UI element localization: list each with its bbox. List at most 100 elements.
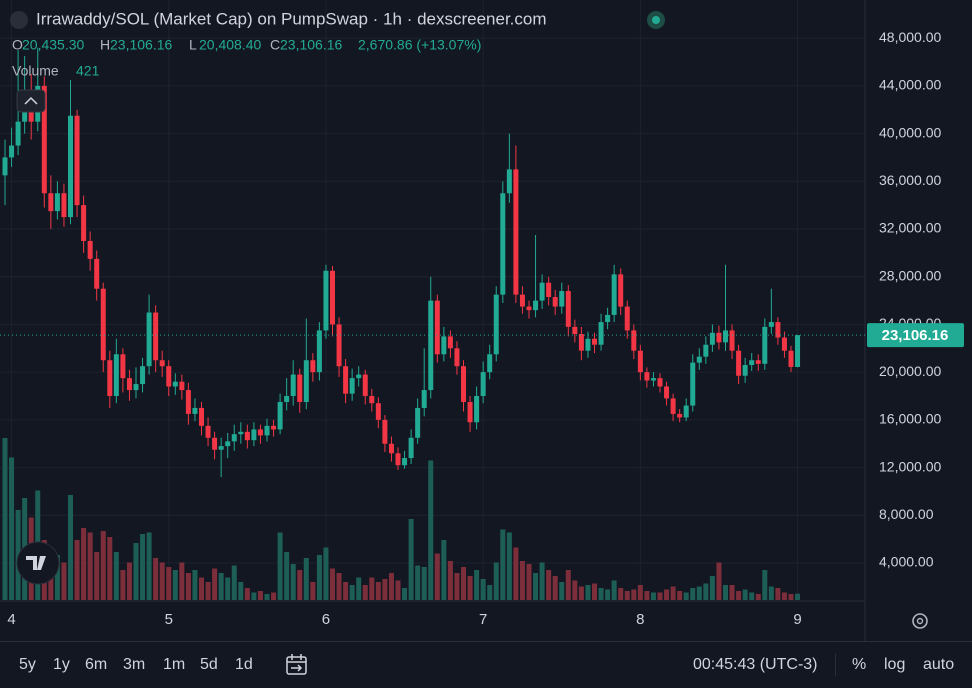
candle-body: [696, 356, 702, 363]
volume-bar: [434, 553, 440, 600]
candle-body: [736, 350, 742, 376]
candle-body: [264, 425, 270, 436]
candle-body: [218, 446, 224, 450]
range-button[interactable]: 3m: [123, 656, 146, 673]
candle-body: [87, 240, 93, 259]
volume-bar: [356, 577, 362, 600]
volume-bar: [408, 519, 414, 600]
volume-bar: [316, 555, 322, 600]
candle-body: [330, 270, 335, 325]
candle-body: [434, 300, 440, 355]
ohlc-value: 20,435.30: [22, 37, 84, 53]
range-button[interactable]: 1y: [53, 656, 70, 673]
candle-body: [742, 365, 748, 376]
candle-body: [231, 434, 237, 442]
candle-body: [552, 297, 558, 307]
candle-body: [277, 401, 283, 430]
volume-bar: [120, 570, 126, 600]
candle-body: [153, 312, 159, 361]
candle-body: [133, 384, 139, 391]
volume-bar: [723, 585, 728, 600]
candle-body: [637, 350, 643, 373]
volume-bar: [624, 591, 630, 600]
range-button[interactable]: 1d: [235, 656, 253, 673]
volume-bar: [428, 460, 434, 600]
volume-bar: [166, 567, 172, 600]
candle-body: [199, 407, 204, 426]
scale-button[interactable]: %: [852, 656, 867, 673]
volume-bar: [605, 589, 611, 600]
volume-bar: [670, 586, 676, 600]
candle-body: [723, 330, 728, 343]
volume-bar: [87, 532, 93, 600]
candle-body: [74, 115, 80, 206]
scale-button[interactable]: log: [884, 656, 906, 673]
volume-bar: [238, 582, 244, 600]
candles: [2, 47, 801, 478]
volume-bar: [251, 592, 257, 600]
symbol-icon: [10, 11, 28, 29]
volume-bar: [716, 562, 722, 600]
volume-bar: [68, 495, 73, 600]
ohlc-key: C: [270, 37, 280, 53]
volume-bar: [539, 562, 545, 600]
candle-body: [650, 378, 656, 381]
volume-bar: [598, 588, 604, 600]
x-tick-label: 6: [322, 611, 330, 628]
clock[interactable]: 00:45:43 (UTC-3): [693, 656, 818, 673]
scale-button[interactable]: auto: [923, 656, 955, 673]
candle-body: [683, 405, 689, 418]
candle-body: [212, 437, 218, 450]
candle-body: [572, 326, 578, 334]
candle-body: [500, 193, 506, 295]
volume-bar: [611, 580, 617, 600]
candle-body: [415, 407, 421, 438]
range-button[interactable]: 5y: [19, 656, 36, 673]
candle-body: [788, 350, 794, 367]
candle-body: [172, 381, 178, 387]
candle-body: [343, 366, 349, 394]
y-tick-label: 48,000.00: [879, 29, 941, 45]
candle-body: [349, 378, 355, 394]
logo-badge[interactable]: [16, 541, 60, 585]
volume-bar: [565, 570, 571, 600]
volume-bar: [185, 573, 191, 600]
candle-body: [539, 282, 545, 301]
candle-body: [474, 396, 480, 423]
background: [0, 0, 972, 641]
candle-body: [624, 306, 630, 331]
volume-bar: [284, 552, 290, 600]
candle-body: [677, 413, 683, 418]
settings-icon[interactable]: [912, 613, 928, 629]
volume-bar: [271, 592, 277, 600]
volume-bar: [310, 582, 316, 600]
volume-bar: [74, 540, 80, 600]
range-button[interactable]: 5d: [200, 656, 218, 673]
volume-bar: [369, 577, 375, 600]
volume-bar: [454, 573, 460, 600]
volume-bar: [212, 568, 218, 600]
candle-body: [9, 145, 15, 158]
range-button[interactable]: 6m: [85, 656, 108, 673]
candle-body: [513, 169, 519, 295]
volume-bar: [762, 570, 768, 600]
candle-body: [225, 441, 231, 447]
grid: [0, 0, 865, 600]
volume-bar: [153, 558, 159, 600]
candle-body: [775, 322, 781, 338]
candle-body: [303, 360, 309, 402]
volume-bar: [487, 585, 493, 600]
date-range-icon[interactable]: [284, 652, 310, 678]
volume-title: Volume: [12, 63, 59, 79]
range-button[interactable]: 1m: [163, 656, 186, 673]
volume-bar: [205, 582, 211, 600]
candle-body: [631, 330, 637, 351]
logo: [26, 556, 46, 570]
candle-body: [159, 360, 165, 367]
x-tick-label: 5: [165, 611, 173, 628]
y-tick-label: 16,000.00: [879, 411, 941, 427]
volume-bar: [729, 585, 735, 600]
collapse-button[interactable]: [16, 89, 46, 113]
volume-bar: [146, 532, 152, 600]
candle-body: [290, 374, 296, 397]
